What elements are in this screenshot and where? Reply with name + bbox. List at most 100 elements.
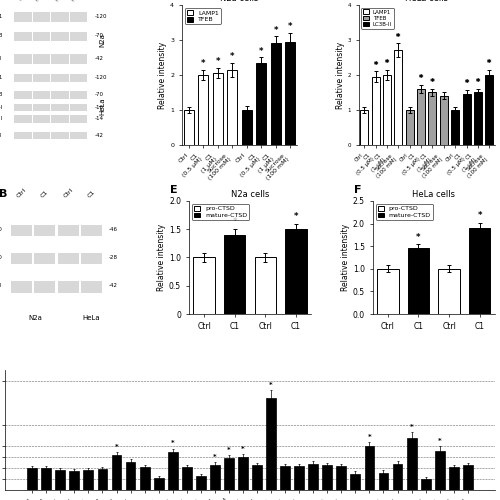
Text: *: *	[385, 59, 389, 68]
Bar	[168, 452, 177, 490]
Text: -42: -42	[109, 284, 118, 288]
Bar	[378, 472, 388, 490]
Bar	[242, 110, 252, 145]
Text: -70: -70	[95, 34, 104, 38]
Bar	[81, 224, 102, 236]
Text: LC3B-I: LC3B-I	[0, 104, 2, 110]
Bar	[51, 54, 68, 64]
Text: E: E	[170, 185, 178, 195]
Text: -42: -42	[95, 56, 104, 60]
Bar	[11, 282, 32, 292]
Text: mature-CTSD: mature-CTSD	[0, 255, 2, 260]
Bar	[14, 104, 32, 112]
Bar	[383, 75, 391, 145]
Text: -70: -70	[95, 92, 104, 97]
Text: -120: -120	[95, 75, 108, 80]
Text: *: *	[227, 447, 230, 453]
Bar	[336, 466, 346, 490]
Bar	[112, 455, 122, 490]
Text: N2a: N2a	[100, 33, 105, 47]
Bar	[14, 132, 32, 140]
Bar	[435, 451, 444, 490]
Bar	[28, 468, 37, 490]
Bar	[70, 472, 80, 490]
Bar	[81, 253, 102, 264]
Bar	[34, 253, 55, 264]
Bar	[270, 44, 280, 145]
Bar	[254, 258, 276, 314]
Bar	[408, 248, 429, 314]
Bar	[56, 470, 65, 490]
Bar	[84, 470, 94, 490]
Text: ACTB: ACTB	[0, 56, 2, 60]
Text: *: *	[241, 446, 245, 452]
Text: *: *	[438, 438, 442, 444]
Bar	[252, 465, 262, 490]
Text: *: *	[476, 78, 480, 87]
Bar	[51, 91, 68, 98]
Bar	[392, 464, 402, 490]
Text: *: *	[274, 26, 278, 35]
Text: *: *	[396, 32, 400, 42]
Bar	[32, 104, 50, 112]
Bar	[58, 224, 78, 236]
Text: Ctrl: Ctrl	[16, 187, 28, 198]
Bar	[32, 54, 50, 64]
Bar	[308, 464, 318, 490]
Bar	[350, 474, 360, 490]
Text: *: *	[430, 78, 434, 87]
Text: LC3B-II: LC3B-II	[0, 116, 2, 121]
Text: TFEB: TFEB	[0, 92, 2, 97]
Bar	[58, 282, 78, 292]
Text: -14: -14	[95, 116, 104, 121]
Y-axis label: Relative intensity: Relative intensity	[158, 42, 168, 108]
Bar	[154, 478, 164, 490]
Text: *: *	[476, 78, 480, 87]
Bar	[428, 92, 436, 145]
Bar	[32, 32, 50, 42]
Text: HeLa: HeLa	[82, 315, 100, 321]
Bar	[70, 12, 87, 22]
Text: *: *	[384, 59, 389, 68]
Text: *: *	[416, 232, 420, 241]
Text: *: *	[288, 22, 292, 31]
Text: N2a: N2a	[28, 315, 42, 321]
Title: HeLa cells: HeLa cells	[406, 0, 448, 3]
Bar	[486, 75, 494, 145]
Bar	[32, 12, 50, 22]
Text: *: *	[232, 218, 237, 226]
Bar	[364, 446, 374, 490]
Text: TFEB: TFEB	[0, 34, 2, 38]
Text: C1: C1	[40, 189, 50, 198]
Bar	[70, 115, 87, 122]
Bar	[451, 110, 459, 145]
Text: C1
(1 μM): C1 (1 μM)	[50, 0, 69, 2]
Text: A: A	[0, 0, 8, 2]
Text: -120: -120	[95, 14, 108, 18]
Text: *: *	[216, 57, 220, 66]
Text: Ctrl: Ctrl	[18, 0, 28, 2]
Text: ACTB: ACTB	[0, 284, 2, 288]
Bar	[70, 54, 87, 64]
Text: LAMP1: LAMP1	[0, 75, 2, 80]
Text: HeLa: HeLa	[100, 97, 105, 114]
Bar	[51, 132, 68, 140]
Bar	[81, 282, 102, 292]
Bar	[213, 73, 223, 145]
Text: *: *	[368, 434, 372, 440]
Text: *: *	[230, 52, 234, 61]
Text: Sucrose
(100 mM): Sucrose (100 mM)	[66, 0, 90, 2]
Text: *: *	[464, 79, 469, 88]
Bar	[32, 132, 50, 140]
Bar	[224, 458, 234, 490]
Bar	[285, 42, 295, 145]
Text: LAMP1: LAMP1	[0, 14, 2, 18]
Bar	[280, 466, 290, 490]
Bar	[210, 465, 220, 490]
Bar	[140, 467, 149, 490]
Text: F: F	[354, 185, 362, 195]
Bar	[227, 70, 237, 145]
Bar	[420, 479, 430, 490]
Bar	[462, 94, 470, 145]
Bar	[394, 50, 402, 145]
